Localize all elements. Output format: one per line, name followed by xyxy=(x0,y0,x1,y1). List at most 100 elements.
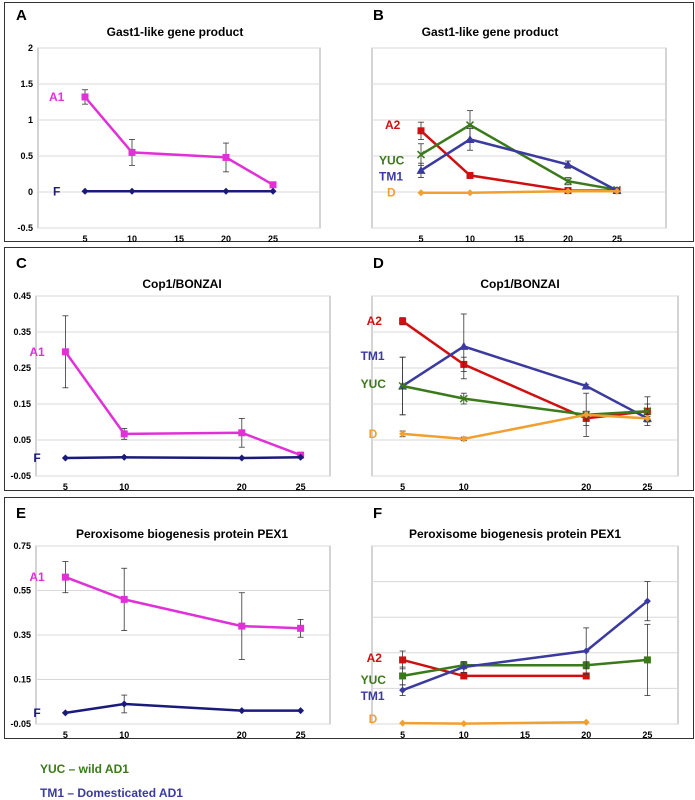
chart-panel-c: C Cop1/BONZAI -0.05 0.05 0.15 0.25 0.35 0.45 5 10… xyxy=(10,255,331,492)
data-point-tm1 xyxy=(460,663,468,671)
series-label-d: D xyxy=(387,186,396,200)
data-point-a2 xyxy=(399,317,407,325)
data-point-a1 xyxy=(120,430,128,438)
plot-area xyxy=(371,47,667,229)
series-label-a1: A1 xyxy=(29,345,45,359)
plot-area xyxy=(35,295,331,477)
data-point-d xyxy=(466,189,474,197)
data-point-a1 xyxy=(61,348,69,356)
data-point-a2 xyxy=(399,656,407,664)
series-label-f: F xyxy=(53,184,60,198)
data-point-f xyxy=(61,454,69,462)
data-point-a2 xyxy=(582,672,590,680)
y-tick-label: -0.05 xyxy=(10,471,31,481)
x-tick-label: 20 xyxy=(581,482,591,492)
series-label-a1: A1 xyxy=(29,570,45,584)
data-point-a2 xyxy=(466,171,474,179)
series-line-f xyxy=(65,456,301,460)
plot-area xyxy=(37,47,321,229)
x-tick-label: 15 xyxy=(514,234,524,244)
data-point-tm1 xyxy=(459,341,469,350)
legend-entry-yuc: YUC – wild AD1 xyxy=(40,762,129,776)
x-tick-label: 10 xyxy=(459,482,469,492)
x-tick-label: 10 xyxy=(119,482,129,492)
data-point-tm1 xyxy=(416,165,426,174)
data-point-tm1 xyxy=(399,686,407,694)
y-tick-label: 0.35 xyxy=(13,327,31,337)
chart-title: Gast1-like gene product xyxy=(422,25,559,39)
y-tick-label: 0.15 xyxy=(13,675,31,685)
series-label-a2: A2 xyxy=(367,314,383,328)
x-tick-label: 10 xyxy=(459,730,469,740)
chart-panel-e: E Peroxisome biogenesis protein PEX1 -0.05… xyxy=(10,505,331,740)
x-tick-label: 25 xyxy=(642,730,652,740)
series-label-tm1: TM1 xyxy=(361,349,385,363)
y-tick-label: 0.15 xyxy=(13,399,31,409)
data-point-f xyxy=(81,187,89,195)
series-line-a1 xyxy=(64,351,302,457)
panel-letter: F xyxy=(373,505,382,522)
data-point-d xyxy=(399,719,407,727)
series-label-d: D xyxy=(369,427,378,441)
data-point-d xyxy=(460,720,468,728)
panel-letter: D xyxy=(373,255,384,272)
chart-title: Gast1-like gene product xyxy=(107,25,244,39)
data-point-f xyxy=(238,454,246,462)
chart-title: Cop1/BONZAI xyxy=(142,277,221,291)
chart-title: Peroxisome biogenesis protein PEX1 xyxy=(76,527,288,541)
y-tick-label: 0.5 xyxy=(20,151,33,161)
series-label-yuc: YUC xyxy=(361,377,387,391)
data-point-f xyxy=(297,453,305,461)
data-point-a1 xyxy=(222,153,230,161)
series-label-yuc: YUC xyxy=(379,154,405,168)
series-line-d xyxy=(421,190,617,194)
series-label-a2: A2 xyxy=(385,118,401,132)
chart-title: Peroxisome biogenesis protein PEX1 xyxy=(409,527,621,541)
y-tick-label: 0 xyxy=(28,187,33,197)
y-tick-label: -0.5 xyxy=(17,223,33,233)
chart-panel-b: B Gast1-like gene product 5 10 15 20 25 A2 YUCTM… xyxy=(371,7,667,244)
x-tick-label: 20 xyxy=(581,730,591,740)
x-tick-label: 5 xyxy=(400,482,405,492)
data-point-a1 xyxy=(61,573,69,581)
data-point-d xyxy=(582,718,590,726)
series-label-f: F xyxy=(33,451,40,465)
x-tick-label: 15 xyxy=(520,730,530,740)
data-point-yuc xyxy=(398,381,407,391)
series-label-tm1: TM1 xyxy=(379,169,403,183)
data-point-d xyxy=(613,187,621,195)
data-point-tm1 xyxy=(581,381,591,390)
series-line-yuc xyxy=(402,384,648,417)
x-tick-label: 20 xyxy=(563,234,573,244)
data-point-f xyxy=(269,187,277,195)
data-point-f xyxy=(222,187,230,195)
y-tick-label: 0.05 xyxy=(13,435,31,445)
x-tick-label: 5 xyxy=(63,730,68,740)
panel-letter: C xyxy=(16,255,27,272)
data-point-f xyxy=(297,707,305,715)
y-tick-label: 0.45 xyxy=(13,291,31,301)
x-tick-label: 20 xyxy=(237,730,247,740)
series-label-a2: A2 xyxy=(367,651,383,665)
x-tick-label: 20 xyxy=(237,482,247,492)
x-tick-label: 5 xyxy=(82,234,87,244)
data-point-a1 xyxy=(238,622,246,630)
data-point-f xyxy=(128,187,136,195)
x-tick-label: 25 xyxy=(296,730,306,740)
y-tick-label: -0.05 xyxy=(10,719,31,729)
x-tick-label: 25 xyxy=(642,482,652,492)
series-line-a2 xyxy=(401,320,648,420)
x-tick-label: 5 xyxy=(418,234,423,244)
x-tick-label: 10 xyxy=(119,730,129,740)
chart-panel-f: F Peroxisome biogenesis protein PEX1 5 10 15… xyxy=(361,505,679,740)
data-point-d xyxy=(417,189,425,197)
data-point-f xyxy=(61,709,69,717)
panel-letter: B xyxy=(373,7,384,24)
plot-area xyxy=(371,295,679,477)
data-point-d xyxy=(582,411,590,419)
chart-panel-d: D Cop1/BONZAI 5 10 20 25 A2 TM1 YUC D xyxy=(361,255,679,492)
data-point-tm1 xyxy=(465,134,475,143)
series-line-tm1 xyxy=(402,600,649,692)
x-tick-label: 15 xyxy=(174,234,184,244)
